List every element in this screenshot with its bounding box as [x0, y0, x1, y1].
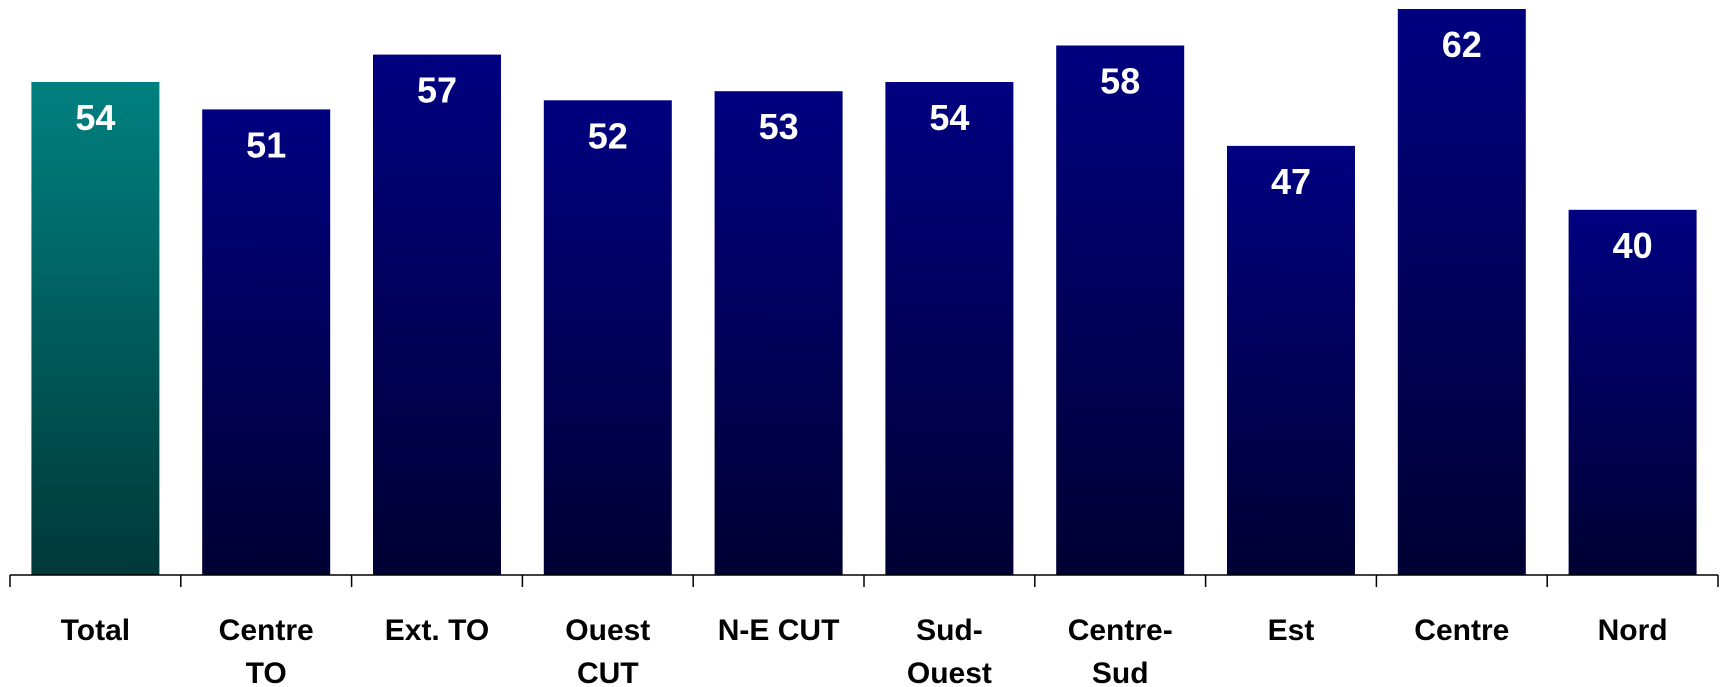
- category-label-line: Est: [1268, 614, 1315, 647]
- category-label-line: TO: [246, 657, 287, 687]
- bar-9: [1568, 209, 1697, 576]
- bar-2: [373, 54, 501, 576]
- category-label-line: Nord: [1598, 614, 1668, 647]
- bar-value-label-4: 53: [759, 106, 799, 147]
- category-label-line: CUT: [577, 657, 639, 687]
- category-label-1: Centre TO: [219, 614, 314, 687]
- bar-value-label-1: 51: [246, 124, 286, 165]
- bar-5: [885, 82, 1014, 575]
- bar-value-label-9: 40: [1613, 225, 1653, 266]
- bar-value-label-6: 58: [1100, 61, 1140, 102]
- category-label-line: Ouest: [907, 657, 992, 687]
- category-label-2: Ext. TO: [385, 614, 489, 647]
- category-label-6: Centre- Sud: [1068, 614, 1173, 687]
- bar-value-label-2: 57: [417, 70, 457, 111]
- category-label-line: N-E CUT: [718, 614, 840, 647]
- bar-0: [31, 82, 160, 575]
- bar-4: [714, 91, 843, 575]
- bars-group: 54 51 57 52 53 54 58 47 62 40: [31, 9, 1697, 576]
- category-labels: Total Centre TO Ext. TO Ouest CUT N-E CUT Sud- O…: [61, 614, 1668, 687]
- category-label-line: Ext. TO: [385, 614, 489, 647]
- bar-3: [543, 100, 672, 576]
- bar-value-label-7: 47: [1271, 161, 1311, 202]
- category-label-9: Nord: [1598, 614, 1668, 647]
- bar-value-label-5: 54: [929, 97, 969, 138]
- bar-6: [1056, 45, 1185, 575]
- bar-7: [1227, 145, 1355, 575]
- category-label-line: Centre: [1414, 614, 1509, 647]
- category-label-3: Ouest CUT: [565, 614, 650, 687]
- category-label-4: N-E CUT: [718, 614, 840, 647]
- category-label-line: Centre-: [1068, 614, 1173, 647]
- bar-value-label-3: 52: [588, 115, 628, 156]
- x-axis: [9, 574, 1719, 587]
- category-label-line: Centre: [219, 614, 314, 647]
- category-label-8: Centre: [1414, 614, 1509, 647]
- category-label-7: Est: [1268, 614, 1315, 647]
- category-label-0: Total: [61, 614, 130, 647]
- category-label-line: Total: [61, 614, 130, 647]
- bar-8: [1397, 9, 1526, 575]
- category-label-line: Sud-: [916, 614, 983, 647]
- bar-value-label-8: 62: [1442, 24, 1482, 65]
- bar-1: [202, 109, 331, 576]
- category-label-line: Ouest: [565, 614, 650, 647]
- category-label-5: Sud- Ouest: [907, 614, 992, 687]
- bar-value-label-0: 54: [75, 97, 115, 138]
- category-label-line: Sud: [1092, 657, 1149, 687]
